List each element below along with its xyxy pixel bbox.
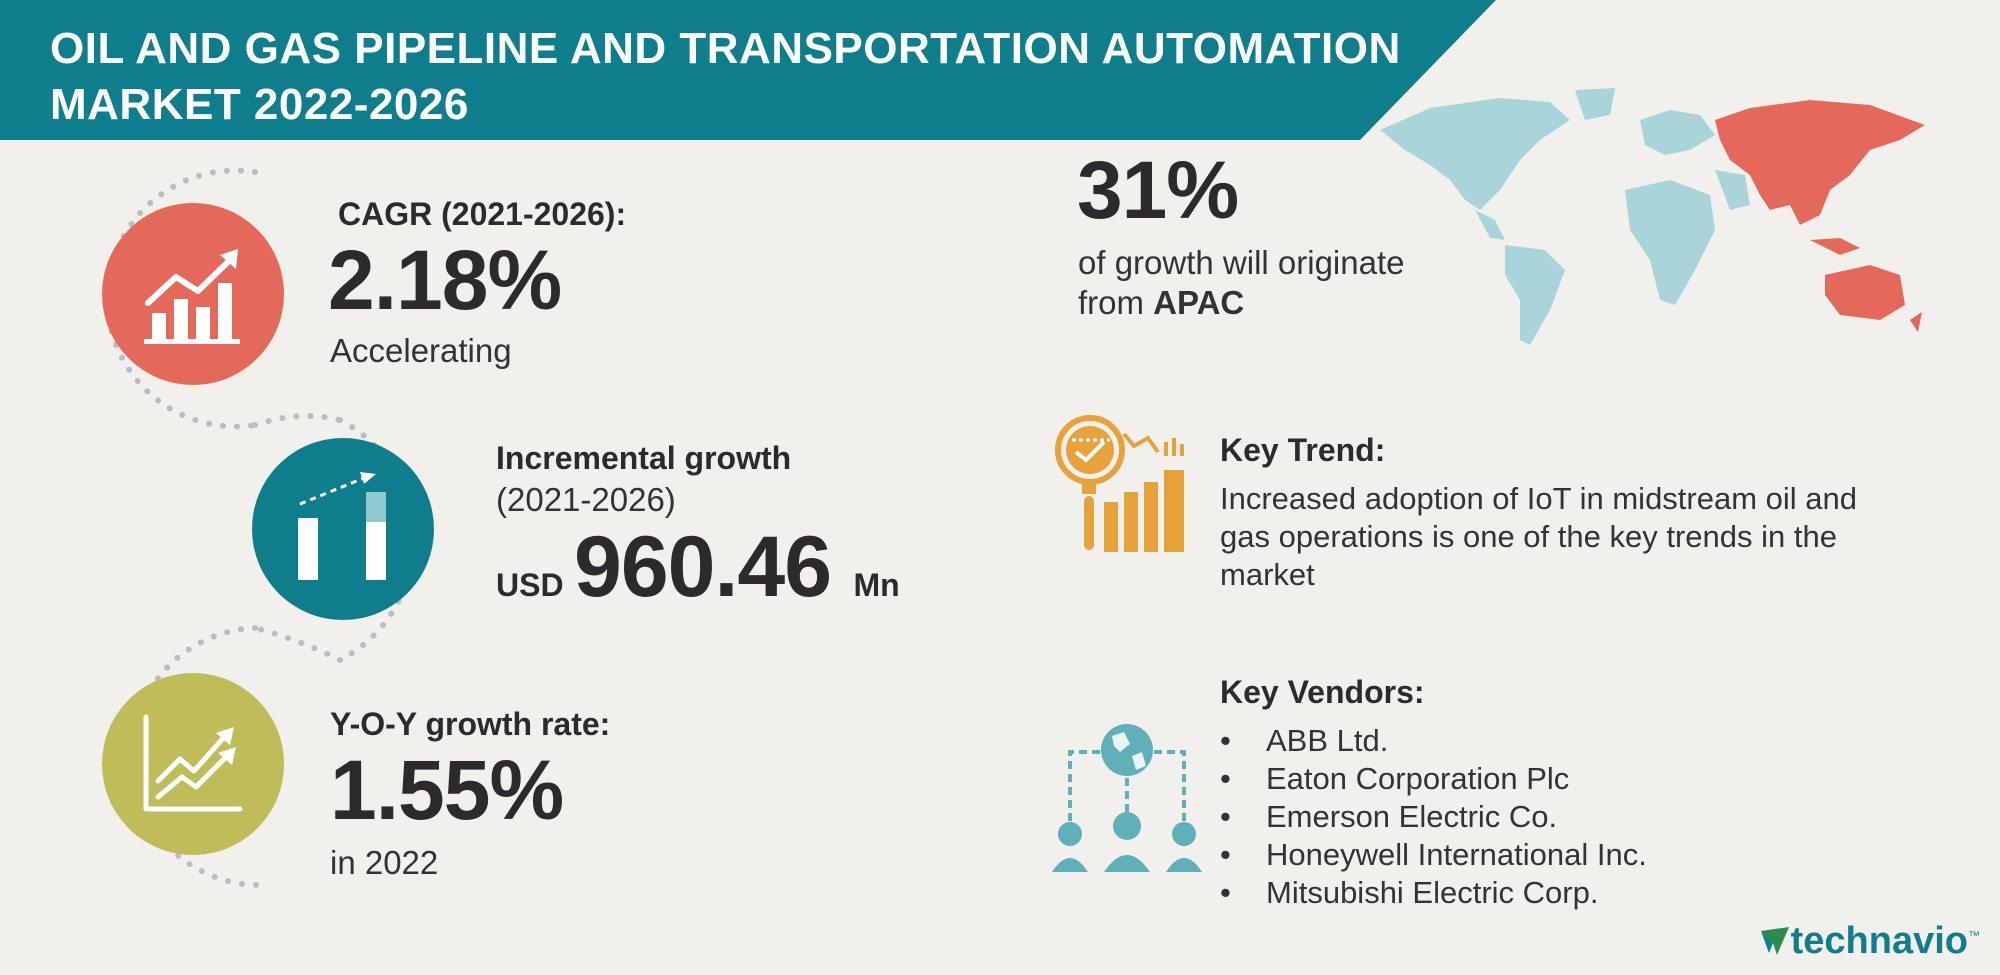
vendor-item: • Honeywell International Inc.: [1220, 836, 1647, 874]
list-bullet: •: [1220, 875, 1231, 910]
incremental-period: (2021-2026): [496, 481, 676, 518]
cagr-label: CAGR (2021-2026):: [338, 196, 627, 232]
key-trend-title: Key Trend:: [1220, 432, 1386, 468]
incremental-value-row: USD 960.46 Mn: [496, 518, 900, 617]
incremental-currency: USD: [496, 567, 564, 603]
magnifier-chart-icon: [1055, 415, 1184, 552]
vendor-item: • Mitsubishi Electric Corp.: [1220, 874, 1647, 912]
key-vendors-title: Key Vendors:: [1220, 674, 1425, 710]
list-bullet: •: [1220, 799, 1231, 834]
technavio-logo: technavio™: [1759, 920, 1980, 963]
list-bullet: •: [1220, 723, 1231, 758]
vendor-name: Mitsubishi Electric Corp.: [1266, 875, 1599, 910]
key-trend-body: Increased adoption of IoT in midstream o…: [1220, 481, 1858, 592]
vendor-name: Honeywell International Inc.: [1266, 837, 1647, 872]
yoy-value: 1.55%: [330, 743, 564, 837]
incremental-value: 960.46: [574, 519, 832, 615]
vendor-item: • ABB Ltd.: [1220, 722, 1647, 760]
list-bullet: •: [1220, 761, 1231, 796]
region-name: APAC: [1153, 284, 1245, 321]
region-from: from: [1078, 284, 1144, 321]
yoy-label: Y-O-Y growth rate:: [330, 706, 611, 742]
incremental-unit: Mn: [853, 567, 900, 603]
incremental-icon-circle: [252, 438, 434, 620]
brand-name-part2: navio: [1868, 920, 1968, 962]
technavio-mark-icon: [1760, 927, 1789, 955]
growth-bars-icon: [298, 472, 386, 580]
page-title-line-2: MARKET 2022-2026: [50, 80, 469, 129]
yoy-note: in 2022: [330, 844, 439, 881]
incremental-label: Incremental growth: [496, 440, 792, 476]
vendor-name: ABB Ltd.: [1266, 723, 1389, 758]
network-people-icon: [1052, 724, 1202, 872]
header-banner: [0, 0, 1496, 140]
cagr-icon-circle: [102, 203, 284, 385]
brand-trademark: ™: [1968, 928, 1980, 943]
region-percent: 31%: [1077, 145, 1239, 236]
vendor-item: • Eaton Corporation Plc: [1220, 760, 1647, 798]
trend-lines-icon: [143, 714, 243, 812]
vendor-item: • Emerson Electric Co.: [1220, 798, 1647, 836]
page-title-line-1: OIL AND GAS PIPELINE AND TRANSPORTATION …: [50, 24, 1401, 73]
list-bullet: •: [1220, 837, 1231, 872]
vendor-name: Eaton Corporation Plc: [1266, 761, 1570, 796]
region-text-line-2: from APAC: [1078, 284, 1244, 322]
vendor-list: • ABB Ltd. • Eaton Corporation Plc • Emerso…: [1220, 722, 1647, 912]
brand-name-part1: tech: [1790, 920, 1869, 962]
world-map: [1380, 88, 1925, 345]
yoy-icon-circle: [102, 673, 284, 855]
region-text-line-1: of growth will originate: [1078, 244, 1405, 281]
cagr-note: Accelerating: [330, 332, 512, 369]
vendor-name: Emerson Electric Co.: [1266, 799, 1558, 834]
bar-chart-up-icon: [144, 249, 240, 344]
cagr-value: 2.18%: [328, 233, 562, 327]
